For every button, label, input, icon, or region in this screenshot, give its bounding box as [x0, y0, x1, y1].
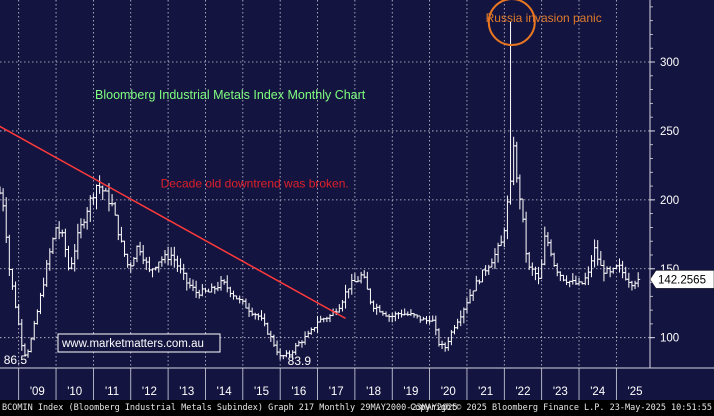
- y-tick-label: 200: [660, 195, 679, 207]
- price-bar: [636, 272, 641, 288]
- x-tick-label: '12: [142, 386, 157, 398]
- x-tick-label: '13: [179, 386, 194, 398]
- watermark-text: www.marketmatters.com.au: [61, 338, 204, 350]
- annotation-text: Russia invasion panic: [486, 11, 602, 25]
- x-tick-label: '24: [590, 386, 606, 398]
- annotation-text: 83.9: [288, 354, 312, 368]
- y-tick-label: 300: [660, 57, 679, 69]
- x-tick-label: '11: [105, 386, 119, 398]
- annotations: Russia invasion panic Decade old downtren…: [4, 0, 602, 368]
- x-tick-label: '25: [628, 386, 643, 398]
- spike-highlight-circle: [487, 0, 536, 47]
- grid-lines: [0, 0, 650, 368]
- x-tick-label: '19: [403, 386, 418, 398]
- watermark-box: www.marketmatters.com.au: [57, 333, 221, 353]
- trendline-layer: [0, 125, 346, 320]
- y-tick-label: 100: [660, 333, 679, 345]
- x-tick-label: '18: [366, 386, 381, 398]
- bottom-axis-background: [0, 368, 714, 400]
- x-tick-label: '23: [553, 386, 568, 398]
- footer-bar: BCOMIN Index (Bloomberg Industrial Metal…: [0, 400, 714, 416]
- y-tick-label: 250: [660, 126, 679, 138]
- last-value-tag: 142.2565: [649, 270, 714, 289]
- x-tick-label: '21: [478, 386, 493, 398]
- right-axis-background: [650, 0, 714, 368]
- x-tick-label: '22: [515, 386, 530, 398]
- footer-right-text: Copyright© 2025 Bloomberg Finance L.P. 2…: [410, 403, 712, 413]
- x-tick-label: '15: [254, 386, 269, 398]
- footer-left-text: BCOMIN Index (Bloomberg Industrial Metal…: [2, 403, 458, 413]
- annotation-text: 86.5: [4, 353, 28, 367]
- x-tick-label: '20: [441, 386, 456, 398]
- x-tick-label: '10: [67, 386, 82, 398]
- x-tick-label: '16: [291, 386, 306, 398]
- chart-title: Bloomberg Industrial Metals Index Monthl…: [95, 88, 366, 102]
- annotation-text: Decade old downtrend was broken.: [161, 176, 349, 190]
- price-bars: [0, 22, 641, 360]
- x-tick-label: '17: [329, 386, 344, 398]
- x-tick-label: '09: [30, 386, 45, 398]
- downtrend-line: [0, 125, 346, 320]
- last-value-label: 142.2565: [658, 274, 706, 286]
- x-tick-label: '14: [217, 386, 233, 398]
